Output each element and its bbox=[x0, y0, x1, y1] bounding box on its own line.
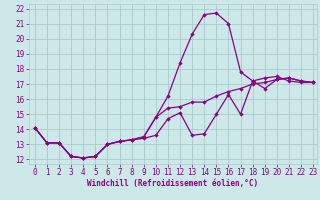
X-axis label: Windchill (Refroidissement éolien,°C): Windchill (Refroidissement éolien,°C) bbox=[87, 179, 258, 188]
